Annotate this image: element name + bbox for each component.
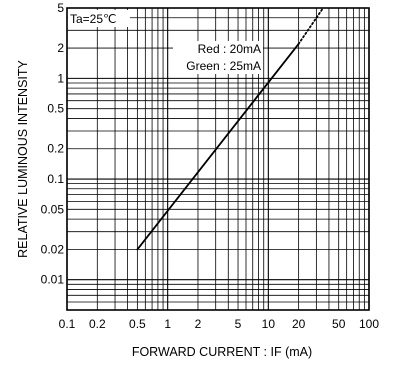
x-tick-label: 0.2 — [89, 317, 106, 331]
y-tick-label: 5 — [57, 1, 64, 15]
x-tick-label: 1 — [164, 317, 171, 331]
y-tick-label: 0.2 — [47, 142, 64, 156]
y-tick-label: 0.02 — [41, 242, 65, 256]
x-axis-title: FORWARD CURRENT : IF (mA) — [132, 345, 312, 359]
data-series — [136, 7, 325, 251]
x-tick-label: 20 — [292, 317, 306, 331]
series-line — [136, 43, 300, 251]
y-tick-label: 0.5 — [47, 102, 64, 116]
plot-frame — [66, 7, 370, 311]
x-tick-label: 10 — [262, 317, 276, 331]
x-tick-label: 5 — [235, 317, 242, 331]
y-tick-label: 0.05 — [41, 202, 65, 216]
x-tick-label: 0.5 — [129, 317, 146, 331]
y-tick-label: 2 — [57, 41, 64, 55]
y-tick-label: 0.1 — [47, 172, 64, 186]
x-tick-label: 0.1 — [59, 317, 76, 331]
y-tick-label: 1 — [57, 71, 64, 85]
condition-label: Ta=25℃ — [70, 12, 117, 26]
condition-label-bg — [68, 10, 130, 27]
tick-labels: 0.1 0.2 0.5 1 2 5 10 20 50 100 5 2 1 0.5 0.2 0.1 0.05 0.0… — [41, 1, 380, 331]
series-line-extrapolated — [297, 7, 325, 45]
x-tick-label: 2 — [195, 317, 202, 331]
y-tick-label: 0.01 — [41, 273, 65, 287]
rating-green-label: Green : 25mA — [186, 59, 261, 73]
rating-red-label: Red : 20mA — [198, 42, 261, 56]
x-tick-label: 100 — [359, 317, 379, 331]
y-axis-title: RELATIVE LUMINOUS INTENSITY — [16, 59, 30, 257]
rating-label-bg — [173, 41, 263, 74]
x-tick-label: 50 — [332, 317, 346, 331]
